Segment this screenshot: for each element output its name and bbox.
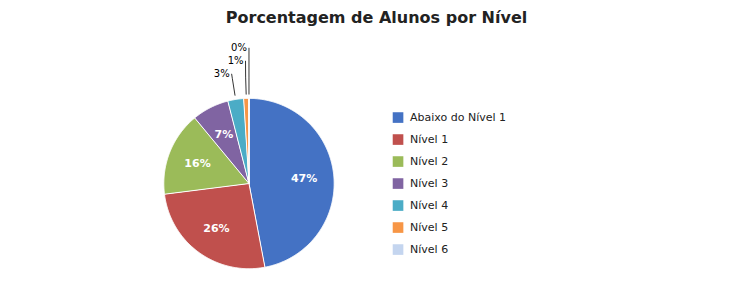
svg-text:16%: 16% [184, 157, 210, 170]
svg-text:Nível 3: Nível 3 [410, 177, 448, 190]
svg-text:7%: 7% [215, 128, 234, 141]
svg-text:Nível 5: Nível 5 [410, 221, 448, 234]
svg-text:Nível 1: Nível 1 [410, 133, 448, 146]
svg-text:Nível 4: Nível 4 [410, 199, 448, 212]
svg-text:3%: 3% [214, 68, 230, 79]
svg-text:Porcentagem de Alunos por Níve: Porcentagem de Alunos por Nível [226, 8, 527, 27]
svg-text:Nível 6: Nível 6 [410, 243, 448, 256]
svg-text:1%: 1% [228, 55, 244, 66]
svg-text:Nível 2: Nível 2 [410, 155, 448, 168]
svg-text:Abaixo do Nível 1: Abaixo do Nível 1 [410, 111, 506, 124]
svg-text:0%: 0% [231, 42, 247, 53]
svg-text:47%: 47% [291, 172, 317, 185]
svg-text:26%: 26% [203, 222, 229, 235]
